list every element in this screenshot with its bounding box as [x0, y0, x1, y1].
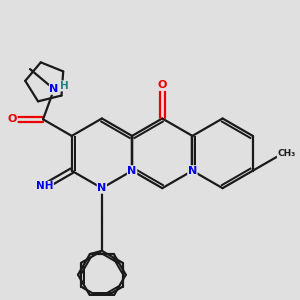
Text: N: N	[50, 84, 58, 94]
Text: CH₃: CH₃	[277, 148, 296, 158]
Text: N: N	[128, 166, 137, 176]
Text: O: O	[8, 114, 17, 124]
Text: N: N	[188, 166, 197, 176]
Text: H: H	[60, 81, 69, 91]
Text: N: N	[97, 183, 106, 193]
Text: O: O	[158, 80, 167, 90]
Text: NH: NH	[36, 182, 53, 191]
